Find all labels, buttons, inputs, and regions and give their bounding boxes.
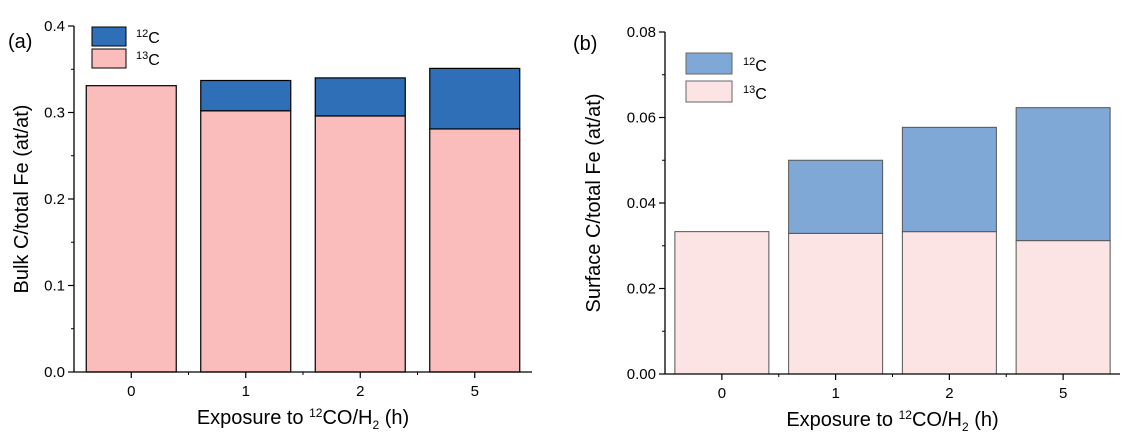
legend-main: C bbox=[755, 86, 767, 103]
x-title-post: (h) bbox=[379, 407, 409, 429]
legend-swatch-12C bbox=[685, 52, 733, 75]
y-tick-label: 0.3 bbox=[44, 105, 65, 122]
bar-13C-2 bbox=[901, 231, 997, 375]
bar-13C-0 bbox=[674, 231, 770, 375]
x-title-sub: 2 bbox=[372, 418, 379, 432]
y-tick-label: 0.1 bbox=[44, 278, 65, 295]
bar-12C-5 bbox=[1015, 107, 1111, 242]
x-tick-label: 2 bbox=[356, 383, 364, 400]
legend-sup: 13 bbox=[743, 84, 755, 96]
bar-13C-5 bbox=[1015, 240, 1111, 375]
legend-main: C bbox=[755, 58, 767, 75]
bar-13C-0 bbox=[85, 85, 177, 373]
legend-label-13C: 13C bbox=[136, 50, 160, 69]
x-tick-label: 0 bbox=[127, 383, 135, 400]
bar-12C-1 bbox=[788, 159, 884, 234]
bar-13C-5 bbox=[429, 128, 521, 373]
legend-sup: 12 bbox=[136, 28, 148, 40]
y-tick-label: 0.00 bbox=[627, 366, 656, 383]
x-title-sub: 2 bbox=[962, 420, 969, 434]
y-tick-label: 0.2 bbox=[44, 191, 65, 208]
x-title-pre: Exposure to bbox=[197, 407, 309, 429]
y-tick-label: 0.02 bbox=[627, 281, 656, 298]
x-tick-label: 5 bbox=[471, 383, 479, 400]
y-tick-label: 0.0 bbox=[44, 364, 65, 381]
x-title-pre: Exposure to bbox=[786, 409, 898, 431]
legend-swatch-12C bbox=[91, 26, 127, 47]
x-tick-label: 0 bbox=[718, 385, 726, 402]
bar-group bbox=[674, 107, 1111, 375]
x-title-sup: 12 bbox=[899, 408, 913, 422]
y-tick-label: 0.08 bbox=[627, 24, 656, 41]
y-axis-title: Bulk C/total Fe (at/at) bbox=[11, 105, 33, 294]
x-title-post: (h) bbox=[969, 409, 999, 431]
x-title-mid: CO/H bbox=[912, 409, 962, 431]
x-axis-title: Exposure to 12CO/H2 (h) bbox=[786, 408, 998, 434]
x-tick-label: 1 bbox=[242, 383, 250, 400]
legend-sup: 13 bbox=[136, 50, 148, 62]
legend-main: C bbox=[148, 52, 160, 69]
bar-13C-1 bbox=[788, 232, 884, 375]
y-tick-label: 0.4 bbox=[44, 18, 65, 35]
bar-group bbox=[85, 67, 521, 373]
legend-swatch-13C bbox=[685, 80, 733, 103]
y-tick-label: 0.06 bbox=[627, 110, 656, 127]
x-tick-label: 1 bbox=[831, 385, 839, 402]
x-title-sup: 12 bbox=[309, 406, 323, 420]
legend-label-13C: 13C bbox=[743, 84, 767, 103]
bar-13C-1 bbox=[200, 110, 292, 373]
panel-label: (a) bbox=[8, 31, 32, 53]
y-axis-title: Surface C/total Fe (at/at) bbox=[583, 94, 605, 313]
bar-12C-5 bbox=[429, 67, 521, 130]
y-tick-label: 0.04 bbox=[627, 195, 656, 212]
x-tick-label: 5 bbox=[1059, 385, 1067, 402]
bar-12C-2 bbox=[901, 126, 997, 233]
legend-label-12C: 12C bbox=[743, 56, 767, 75]
x-tick-label: 2 bbox=[945, 385, 953, 402]
legend-swatch-13C bbox=[91, 48, 127, 69]
legend-main: C bbox=[148, 30, 160, 47]
x-axis-title: Exposure to 12CO/H2 (h) bbox=[197, 406, 409, 432]
legend-label-12C: 12C bbox=[136, 28, 160, 47]
bar-12C-1 bbox=[200, 79, 292, 112]
x-title-mid: CO/H bbox=[322, 407, 372, 429]
bar-13C-2 bbox=[314, 115, 406, 373]
legend-sup: 12 bbox=[743, 56, 755, 68]
panel-label: (b) bbox=[573, 33, 597, 55]
bar-12C-2 bbox=[314, 77, 406, 117]
